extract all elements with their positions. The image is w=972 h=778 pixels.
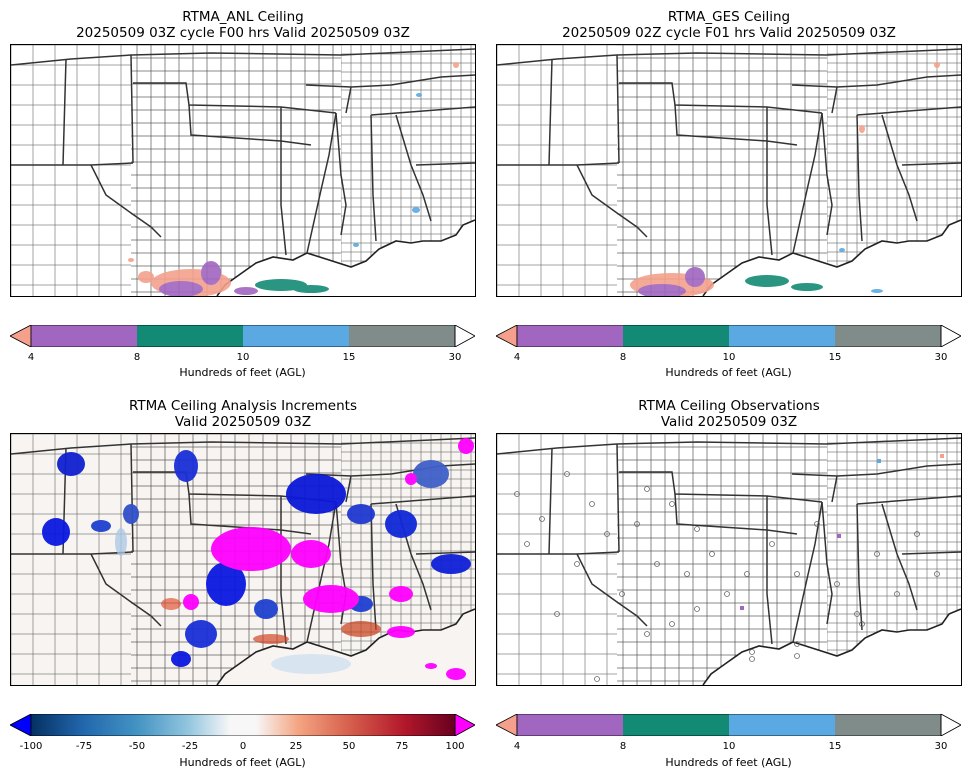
tick-label: 4	[513, 352, 521, 363]
tick-label: 4	[513, 741, 521, 752]
colorbar-label: Hundreds of feet (AGL)	[665, 366, 792, 379]
panel-title-observations: RTMA Ceiling Observations Valid 20250509…	[496, 398, 962, 430]
increment-field	[42, 438, 474, 680]
tick-label: 0	[239, 741, 247, 752]
observation-markers	[514, 471, 940, 682]
map-anl-ceiling	[10, 44, 476, 297]
colorbar-label: Hundreds of feet (AGL)	[665, 756, 792, 769]
tick-label: 8	[619, 741, 627, 752]
panel-title-line1: RTMA Ceiling Observations	[638, 398, 820, 414]
tick-label: 10	[722, 741, 736, 752]
panel-title-line1: RTMA Ceiling Analysis Increments	[129, 398, 357, 414]
tick-label: -100	[19, 741, 43, 752]
tick-label: 50	[342, 741, 356, 752]
tick-label: 100	[445, 741, 465, 752]
panel-title-line2: 20250509 02Z cycle F01 hrs Valid 2025050…	[562, 25, 896, 41]
tick-label: -25	[181, 741, 199, 752]
panel-title-line2: Valid 20250509 03Z	[660, 414, 798, 430]
colorbar-ceiling-anl	[9, 324, 476, 348]
tick-label: 15	[342, 352, 356, 363]
tick-label: 15	[828, 741, 842, 752]
panel-title-increments: RTMA Ceiling Analysis Increments Valid 2…	[10, 398, 476, 430]
tick-label: 30	[934, 352, 948, 363]
map-ges-ceiling	[496, 44, 962, 297]
tick-label: -50	[128, 741, 146, 752]
tick-label: 30	[448, 352, 462, 363]
panel-title-line2: 20250509 03Z cycle F00 hrs Valid 2025050…	[76, 25, 410, 41]
tick-label: 75	[395, 741, 409, 752]
colorbar-ceiling-ges	[495, 324, 962, 348]
tick-label: 4	[27, 352, 35, 363]
tick-label: 8	[133, 352, 141, 363]
colorbar-ceiling-obs	[495, 713, 962, 737]
panel-title-anl: RTMA_ANL Ceiling 20250509 03Z cycle F00 …	[10, 9, 476, 41]
tick-label: -75	[75, 741, 93, 752]
tick-label: 15	[828, 352, 842, 363]
observation-colored-markers	[740, 454, 944, 610]
panel-title-line1: RTMA_ANL Ceiling	[182, 9, 304, 25]
colorbar-label: Hundreds of feet (AGL)	[179, 366, 306, 379]
panel-title-line1: RTMA_GES Ceiling	[667, 9, 791, 25]
map-observations	[496, 433, 962, 686]
tick-label: 8	[619, 352, 627, 363]
tick-label: 30	[934, 741, 948, 752]
ceiling-field-ges	[630, 62, 940, 296]
panel-title-ges: RTMA_GES Ceiling 20250509 02Z cycle F01 …	[496, 9, 962, 41]
tick-label: 10	[236, 352, 250, 363]
panel-title-line2: Valid 20250509 03Z	[174, 414, 312, 430]
tick-label: 25	[289, 741, 303, 752]
colorbar-label: Hundreds of feet (AGL)	[179, 756, 306, 769]
tick-label: 10	[722, 352, 736, 363]
colorbar-increments	[9, 713, 476, 737]
map-analysis-increments	[10, 433, 476, 686]
ceiling-field-anl	[128, 62, 459, 296]
